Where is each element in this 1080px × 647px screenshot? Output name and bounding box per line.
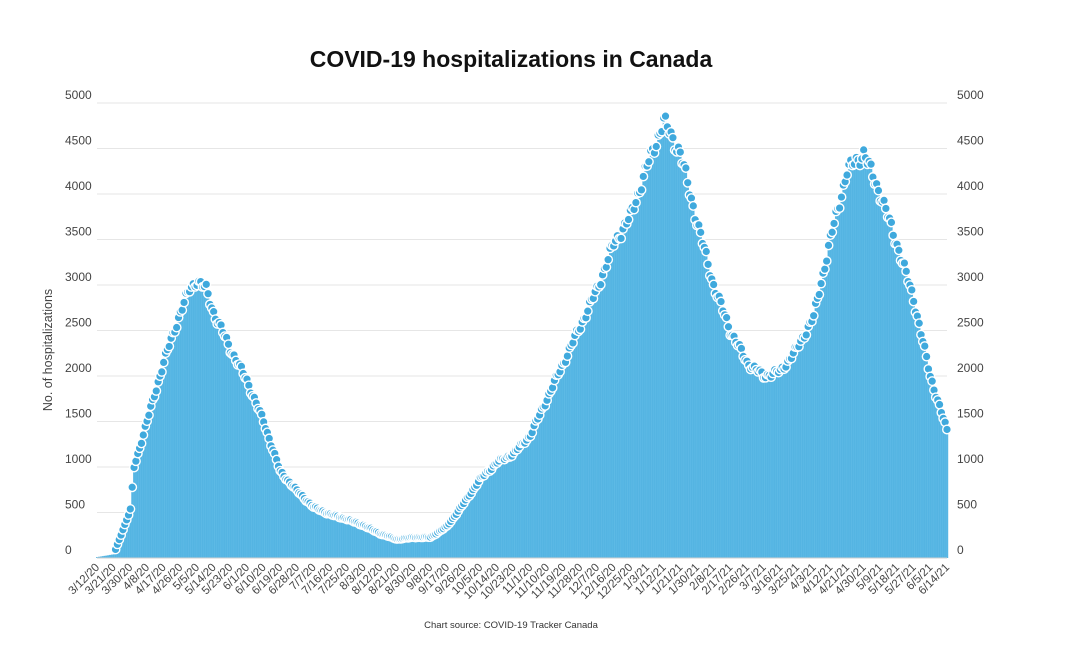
data-point: [179, 297, 190, 308]
y-tick-label-right: 5000: [957, 88, 984, 102]
y-tick-label-right: 4500: [957, 134, 984, 148]
data-point: [164, 341, 175, 352]
data-point: [716, 296, 727, 307]
data-point: [886, 217, 897, 228]
data-point: [893, 245, 904, 256]
data-point: [638, 171, 649, 182]
data-point: [899, 258, 910, 269]
data-point: [616, 233, 627, 244]
data-markers: [110, 111, 953, 555]
data-point: [156, 366, 167, 377]
data-point: [901, 266, 912, 277]
data-point: [688, 200, 699, 211]
data-point: [636, 184, 647, 195]
data-point: [136, 438, 147, 449]
data-point: [201, 279, 212, 290]
y-tick-label-left: 5000: [65, 88, 92, 102]
data-point: [721, 312, 732, 323]
data-point: [708, 279, 719, 290]
data-point: [143, 410, 154, 421]
data-point: [736, 343, 747, 354]
y-tick-label-right: 3000: [957, 270, 984, 284]
data-point: [643, 156, 654, 167]
data-point: [682, 177, 693, 188]
data-point: [603, 254, 614, 265]
data-point: [723, 321, 734, 332]
y-axis-left: 0 500 1000 1500 2000 2500 3000 3500 4000 4500 5000: [65, 88, 92, 557]
data-point: [651, 141, 662, 152]
data-point: [582, 306, 593, 317]
y-tick-label-left: 4500: [65, 134, 92, 148]
data-point: [158, 357, 169, 368]
y-tick-label-right: 1500: [957, 407, 984, 421]
data-point: [814, 289, 825, 300]
data-point: [908, 296, 919, 307]
data-point: [667, 132, 678, 143]
data-point: [879, 195, 890, 206]
data-point: [808, 310, 819, 321]
data-point: [595, 279, 606, 290]
y-tick-label-right: 1000: [957, 452, 984, 466]
y-tick-label-right: 2500: [957, 316, 984, 330]
data-point: [151, 385, 162, 396]
y-tick-label-right: 500: [957, 498, 977, 512]
data-point: [888, 230, 899, 241]
data-point: [919, 341, 930, 352]
data-area: [96, 116, 949, 559]
chart-source: Chart source: COVID-19 Tracker Canada: [424, 620, 598, 631]
y-tick-label-left: 4000: [65, 179, 92, 193]
data-point: [866, 159, 877, 170]
data-point: [138, 430, 149, 441]
data-point: [819, 264, 830, 275]
data-point: [823, 240, 834, 251]
data-point: [906, 284, 917, 295]
data-point: [623, 214, 634, 225]
y-tick-label-right: 4000: [957, 179, 984, 193]
data-point: [562, 351, 573, 362]
y-tick-label-right: 0: [957, 543, 964, 557]
data-point: [703, 259, 714, 270]
y-axis-label: No. of hospitalizations: [41, 289, 55, 411]
data-point: [680, 163, 691, 174]
x-axis: 3/12/203/21/203/30/204/8/204/17/204/26/2…: [67, 557, 952, 602]
data-point: [125, 503, 136, 514]
y-tick-label-left: 1000: [65, 452, 92, 466]
data-point: [834, 203, 845, 214]
data-point: [942, 424, 953, 435]
data-point: [675, 147, 686, 158]
y-tick-label-left: 3500: [65, 225, 92, 239]
data-point: [203, 288, 214, 299]
y-tick-label-right: 3500: [957, 225, 984, 239]
y-tick-label-left: 2500: [65, 316, 92, 330]
y-tick-label-left: 500: [65, 498, 85, 512]
data-point: [223, 339, 234, 350]
data-point: [927, 376, 938, 387]
data-point: [630, 197, 641, 208]
y-tick-label-left: 3000: [65, 270, 92, 284]
data-point: [701, 246, 712, 257]
data-point: [873, 185, 884, 196]
data-point: [801, 329, 812, 340]
data-point: [821, 256, 832, 267]
data-point: [660, 111, 671, 122]
chart-title: COVID-19 hospitalizations in Canada: [309, 46, 713, 72]
data-point: [836, 192, 847, 203]
data-point: [171, 322, 182, 333]
data-point: [829, 218, 840, 229]
y-tick-label-left: 0: [65, 543, 72, 557]
y-tick-label-left: 1500: [65, 407, 92, 421]
data-point: [827, 227, 838, 238]
y-tick-label-left: 2000: [65, 361, 92, 375]
data-point: [695, 227, 706, 238]
data-point: [127, 482, 138, 493]
data-point: [921, 351, 932, 362]
data-point: [934, 399, 945, 410]
data-point: [816, 278, 827, 289]
data-point: [914, 318, 925, 329]
data-point: [842, 170, 853, 181]
data-point: [880, 203, 891, 214]
y-tick-label-right: 2000: [957, 361, 984, 375]
y-axis-right: 0 500 1000 1500 2000 2500 3000 3500 4000 4500 5000: [957, 88, 984, 557]
